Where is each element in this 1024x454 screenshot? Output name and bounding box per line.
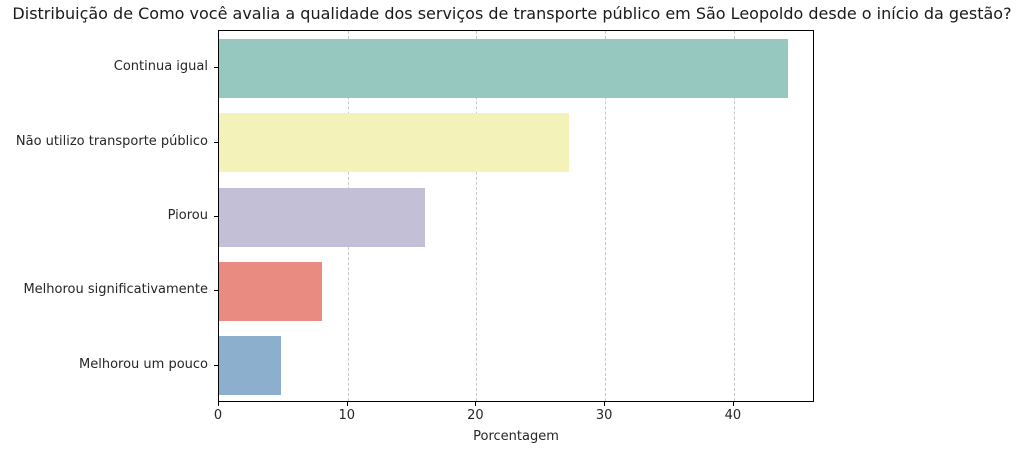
y-tick-mark-0 bbox=[214, 67, 218, 69]
y-tick-label-4: Melhorou um pouco bbox=[79, 356, 208, 372]
x-tick-label-0: 0 bbox=[213, 408, 223, 423]
gridline-x-20 bbox=[476, 31, 478, 401]
x-tick-mark-40 bbox=[732, 402, 734, 406]
x-tick-label-10: 10 bbox=[338, 408, 355, 423]
x-tick-mark-20 bbox=[475, 402, 477, 406]
x-tick-mark-0 bbox=[218, 402, 219, 406]
y-tick-label-0: Continua igual bbox=[113, 59, 208, 75]
y-tick-mark-2 bbox=[214, 216, 218, 217]
y-tick-label-1: Não utilizo transporte público bbox=[15, 133, 208, 149]
x-tick-mark-30 bbox=[604, 402, 606, 406]
y-tick-mark-3 bbox=[214, 290, 218, 292]
bar-3 bbox=[219, 261, 322, 321]
y-tick-label-2: Piorou bbox=[167, 208, 208, 223]
bar-4 bbox=[219, 336, 281, 396]
x-tick-mark-10 bbox=[346, 402, 348, 406]
bar-2 bbox=[219, 187, 425, 247]
plot-area bbox=[218, 30, 814, 402]
x-tick-label-40: 40 bbox=[724, 408, 742, 423]
y-tick-label-3: Melhorou significativamente bbox=[23, 282, 208, 298]
bar-1 bbox=[219, 113, 570, 173]
y-tick-mark-1 bbox=[214, 141, 218, 143]
x-tick-label-30: 30 bbox=[595, 408, 613, 423]
x-axis-label: Porcentagem bbox=[473, 429, 559, 444]
gridline-x-40 bbox=[733, 31, 735, 401]
y-tick-mark-4 bbox=[214, 364, 218, 366]
x-tick-label-20: 20 bbox=[467, 408, 484, 423]
chart-title: Distribuição de Como você avalia a quali… bbox=[12, 4, 1012, 23]
gridline-x-30 bbox=[605, 31, 607, 401]
bar-0 bbox=[219, 38, 788, 98]
